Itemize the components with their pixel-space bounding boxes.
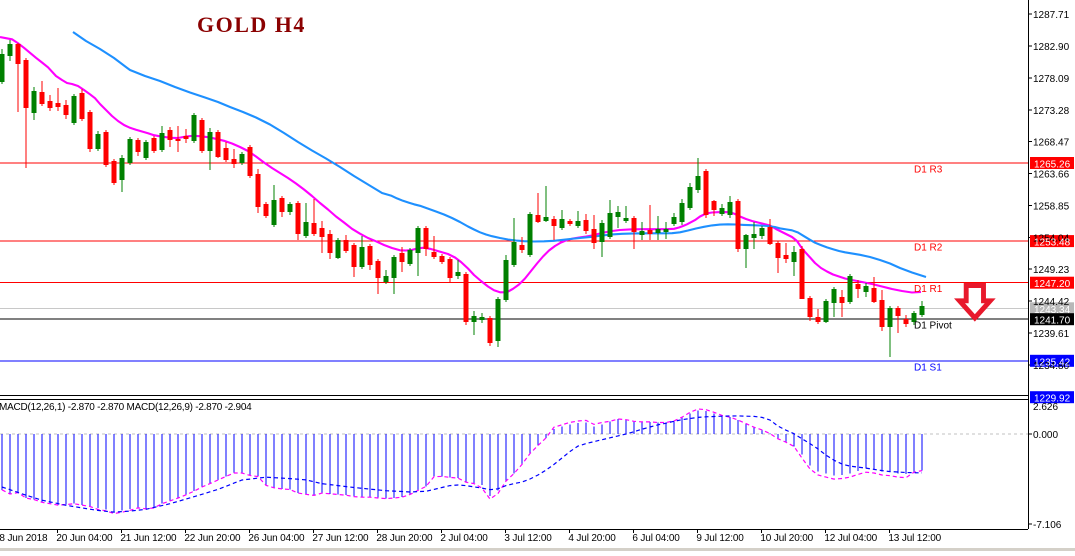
svg-text:1253.48: 1253.48 bbox=[1034, 238, 1071, 249]
svg-text:22 Jun 20:00: 22 Jun 20:00 bbox=[184, 533, 241, 544]
svg-text:1265.26: 1265.26 bbox=[1034, 160, 1071, 171]
svg-text:MACD(12,26,1) -2.870 -2.870 MA: MACD(12,26,1) -2.870 -2.870 MACD(12,26,9… bbox=[0, 402, 252, 413]
svg-text:1239.61: 1239.61 bbox=[1033, 329, 1070, 340]
svg-text:1263.66: 1263.66 bbox=[1033, 170, 1070, 181]
svg-text:1229.92: 1229.92 bbox=[1034, 394, 1071, 405]
svg-text:18 Jun 2018: 18 Jun 2018 bbox=[0, 533, 48, 544]
svg-text:D1 S1: D1 S1 bbox=[914, 362, 942, 373]
svg-text:1287.71: 1287.71 bbox=[1033, 10, 1070, 21]
svg-text:-7.106: -7.106 bbox=[1033, 520, 1062, 531]
svg-text:4 Jul 20:00: 4 Jul 20:00 bbox=[568, 533, 616, 544]
svg-text:D1 R1: D1 R1 bbox=[914, 284, 943, 295]
svg-text:1234.80: 1234.80 bbox=[1033, 361, 1070, 372]
svg-text:1249.23: 1249.23 bbox=[1033, 265, 1070, 276]
svg-text:D1 R3: D1 R3 bbox=[914, 165, 943, 176]
svg-text:27 Jun 12:00: 27 Jun 12:00 bbox=[312, 533, 369, 544]
svg-text:10 Jul 20:00: 10 Jul 20:00 bbox=[760, 533, 813, 544]
svg-text:GOLD H4: GOLD H4 bbox=[197, 12, 306, 37]
svg-text:2 Jul 04:00: 2 Jul 04:00 bbox=[440, 533, 488, 544]
svg-text:12 Jul 04:00: 12 Jul 04:00 bbox=[824, 533, 877, 544]
svg-text:6 Jul 04:00: 6 Jul 04:00 bbox=[632, 533, 680, 544]
svg-text:1235.42: 1235.42 bbox=[1034, 357, 1071, 368]
svg-text:13 Jul 12:00: 13 Jul 12:00 bbox=[888, 533, 941, 544]
svg-text:1244.42: 1244.42 bbox=[1033, 297, 1070, 308]
svg-text:1273.28: 1273.28 bbox=[1033, 106, 1070, 117]
svg-text:9 Jul 12:00: 9 Jul 12:00 bbox=[696, 533, 744, 544]
svg-text:1282.90: 1282.90 bbox=[1033, 42, 1070, 53]
svg-text:0.000: 0.000 bbox=[1033, 430, 1058, 441]
svg-text:D1 R2: D1 R2 bbox=[914, 243, 943, 254]
svg-text:1258.85: 1258.85 bbox=[1033, 202, 1070, 213]
svg-text:1241.70: 1241.70 bbox=[1034, 316, 1071, 327]
svg-text:1243.34: 1243.34 bbox=[1034, 305, 1071, 316]
svg-text:2.626: 2.626 bbox=[1033, 402, 1058, 413]
svg-text:1268.47: 1268.47 bbox=[1033, 138, 1070, 149]
svg-text:26 Jun 04:00: 26 Jun 04:00 bbox=[248, 533, 305, 544]
svg-text:1278.09: 1278.09 bbox=[1033, 74, 1070, 85]
svg-text:20 Jun 04:00: 20 Jun 04:00 bbox=[56, 533, 113, 544]
svg-text:21 Jun 12:00: 21 Jun 12:00 bbox=[120, 533, 177, 544]
svg-text:1254.04: 1254.04 bbox=[1033, 233, 1070, 244]
svg-text:1247.20: 1247.20 bbox=[1034, 279, 1071, 290]
svg-text:3 Jul 12:00: 3 Jul 12:00 bbox=[504, 533, 552, 544]
svg-text:28 Jun 20:00: 28 Jun 20:00 bbox=[376, 533, 433, 544]
svg-text:D1 Pivot: D1 Pivot bbox=[914, 321, 952, 332]
